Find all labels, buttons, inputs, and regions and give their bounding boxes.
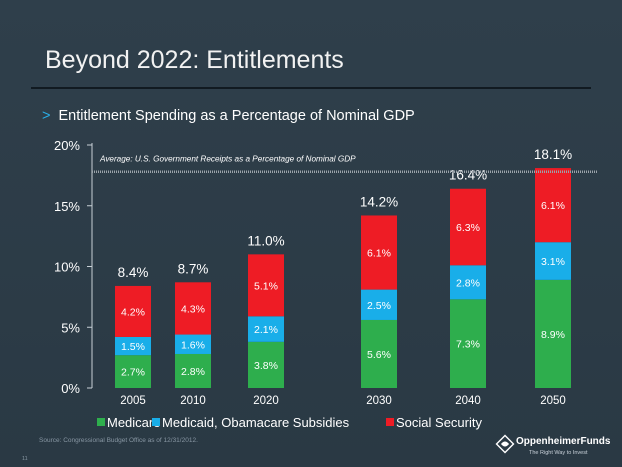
bar-total-label: 14.2%: [360, 194, 398, 209]
y-tick-label: 15%: [54, 199, 80, 214]
logo-mark-icon: [495, 434, 515, 454]
legend-swatch: [97, 418, 105, 426]
segment-value-label: 3.1%: [541, 256, 565, 268]
reference-line-label: Average: U.S. Government Receipts as a P…: [99, 155, 356, 164]
bar-segment: [361, 319, 397, 388]
logo-tagline: The Right Way to Invest: [529, 450, 588, 456]
segment-value-label: 2.8%: [181, 366, 205, 378]
bar-segment: [175, 353, 211, 388]
subtitle-text: Entitlement Spending as a Percentage of …: [58, 108, 415, 124]
segment-value-label: 6.1%: [541, 200, 565, 212]
title-divider: [31, 87, 591, 89]
legend-swatch: [152, 418, 160, 426]
bar-segment: [535, 242, 571, 280]
y-tick-label: 5%: [61, 320, 80, 335]
segment-value-label: 5.6%: [367, 349, 391, 361]
segment-value-label: 1.6%: [181, 339, 205, 351]
legend-label: Social Security: [396, 415, 482, 430]
segment-value-label: 1.5%: [121, 341, 145, 353]
bar-segment: [450, 265, 486, 300]
bar-segment: [175, 334, 211, 354]
bar-segment: [175, 282, 211, 335]
y-tick-label: 10%: [54, 260, 80, 275]
segment-value-label: 3.8%: [254, 360, 278, 372]
page-number: 11: [22, 456, 28, 462]
legend-label: Medicare: [107, 415, 160, 430]
y-tick-label: 0%: [61, 381, 80, 396]
bullet-icon: >: [42, 108, 51, 124]
chart-subtitle: > Entitlement Spending as a Percentage of…: [42, 108, 415, 124]
x-tick-label: 2050: [540, 395, 566, 407]
bar-total-label: 18.1%: [534, 147, 572, 162]
bar-segment: [248, 316, 284, 342]
x-tick-label: 2010: [180, 395, 206, 407]
x-tick-label: 2030: [366, 395, 392, 407]
bar-segment: [361, 289, 397, 320]
bar-segment: [115, 285, 151, 337]
segment-value-label: 2.8%: [456, 277, 480, 289]
segment-value-label: 4.3%: [181, 303, 205, 315]
legend-label: Medicaid, Obamacare Subsidies: [162, 415, 350, 430]
segment-value-label: 6.3%: [456, 222, 480, 234]
bar-segment: [115, 336, 151, 356]
segment-value-label: 8.9%: [541, 329, 565, 341]
bar-segment: [450, 188, 486, 266]
logo-name: OppenheimerFunds: [516, 436, 611, 447]
bar-segment: [535, 279, 571, 388]
bar-total-label: 8.7%: [178, 261, 209, 276]
x-tick-label: 2020: [253, 395, 279, 407]
legend-swatch: [386, 418, 394, 426]
bar-segment: [248, 254, 284, 317]
bar-segment: [248, 341, 284, 388]
slide-title: Beyond 2022: Entitlements: [45, 46, 344, 74]
segment-value-label: 2.7%: [121, 367, 145, 379]
bar-segment: [450, 299, 486, 388]
bar-segment: [361, 215, 397, 290]
bar-segment: [535, 168, 571, 243]
y-tick-label: 20%: [54, 138, 80, 153]
segment-value-label: 4.2%: [121, 306, 145, 318]
bar-total-label: 8.4%: [118, 265, 149, 280]
bar-total-label: 16.4%: [449, 168, 487, 183]
company-logo: OppenheimerFunds The Right Way to Invest: [493, 432, 613, 462]
x-tick-label: 2005: [120, 395, 146, 407]
segment-value-label: 2.5%: [367, 300, 391, 312]
segment-value-label: 2.1%: [254, 324, 278, 336]
x-tick-label: 2040: [455, 395, 481, 407]
segment-value-label: 5.1%: [254, 280, 278, 292]
segment-value-label: 7.3%: [456, 339, 480, 351]
bar-segment: [115, 355, 151, 388]
segment-value-label: 6.1%: [367, 248, 391, 260]
bar-total-label: 11.0%: [247, 233, 284, 248]
source-note: Source: Congressional Budget Office as o…: [39, 437, 198, 444]
